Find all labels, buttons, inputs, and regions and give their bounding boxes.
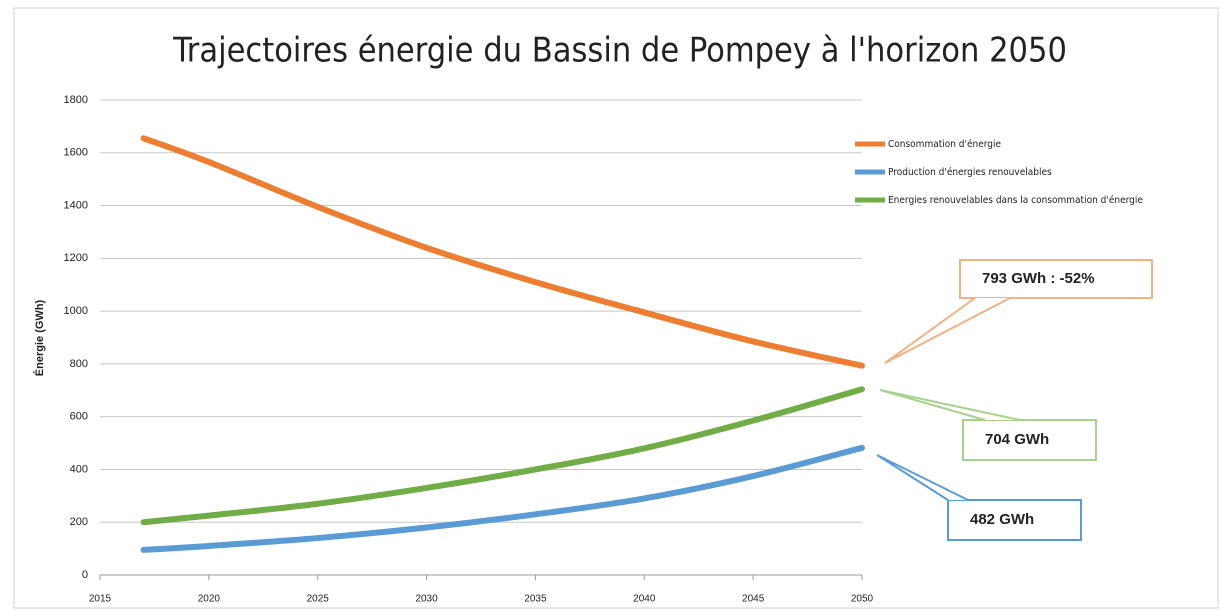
chart-title: Trajectoires énergie du Bassin de Pompey… xyxy=(172,31,1067,71)
callout-text: 793 GWh : -52% xyxy=(982,270,1095,287)
y-tick-label: 1000 xyxy=(64,305,88,317)
y-axis-label: Énergie (GWh) xyxy=(33,299,46,376)
callout-box xyxy=(959,259,1153,299)
callout-pointer xyxy=(879,389,1021,421)
series-line xyxy=(140,386,865,526)
y-tick-label: 800 xyxy=(70,358,88,370)
y-tick-label: 1600 xyxy=(64,147,88,159)
callout-text: 482 GWh xyxy=(970,511,1034,528)
y-tick-label: 200 xyxy=(70,516,88,528)
series-line xyxy=(140,444,865,553)
legend-label: Consommation d'énergie xyxy=(888,138,1002,150)
y-tick-label: 1400 xyxy=(64,199,88,211)
x-tick-label: 2025 xyxy=(307,594,330,605)
y-tick-label: 400 xyxy=(70,463,88,475)
y-tick-label: 1200 xyxy=(64,252,88,264)
callout-pointer xyxy=(876,454,969,501)
x-tick-label: 2020 xyxy=(198,594,221,605)
series-line xyxy=(140,135,865,369)
callout-box xyxy=(947,499,1082,541)
y-tick-label: 1800 xyxy=(64,94,88,106)
legend-label: Production d'énergies renouvelables xyxy=(888,166,1052,178)
x-tick-label: 2035 xyxy=(524,594,547,605)
x-tick-label: 2045 xyxy=(742,594,765,605)
x-tick-label: 2030 xyxy=(415,594,438,605)
legend-label: Energies renouvelables dans la consommat… xyxy=(888,194,1143,206)
callout-pointer xyxy=(884,297,1011,364)
y-tick-label: 0 xyxy=(82,569,88,581)
callout-box xyxy=(962,419,1097,461)
x-tick-label: 2050 xyxy=(851,594,874,605)
callout-text: 704 GWh xyxy=(985,431,1049,448)
x-tick-label: 2015 xyxy=(89,594,112,605)
y-tick-label: 600 xyxy=(70,411,88,423)
x-tick-label: 2040 xyxy=(633,594,656,605)
